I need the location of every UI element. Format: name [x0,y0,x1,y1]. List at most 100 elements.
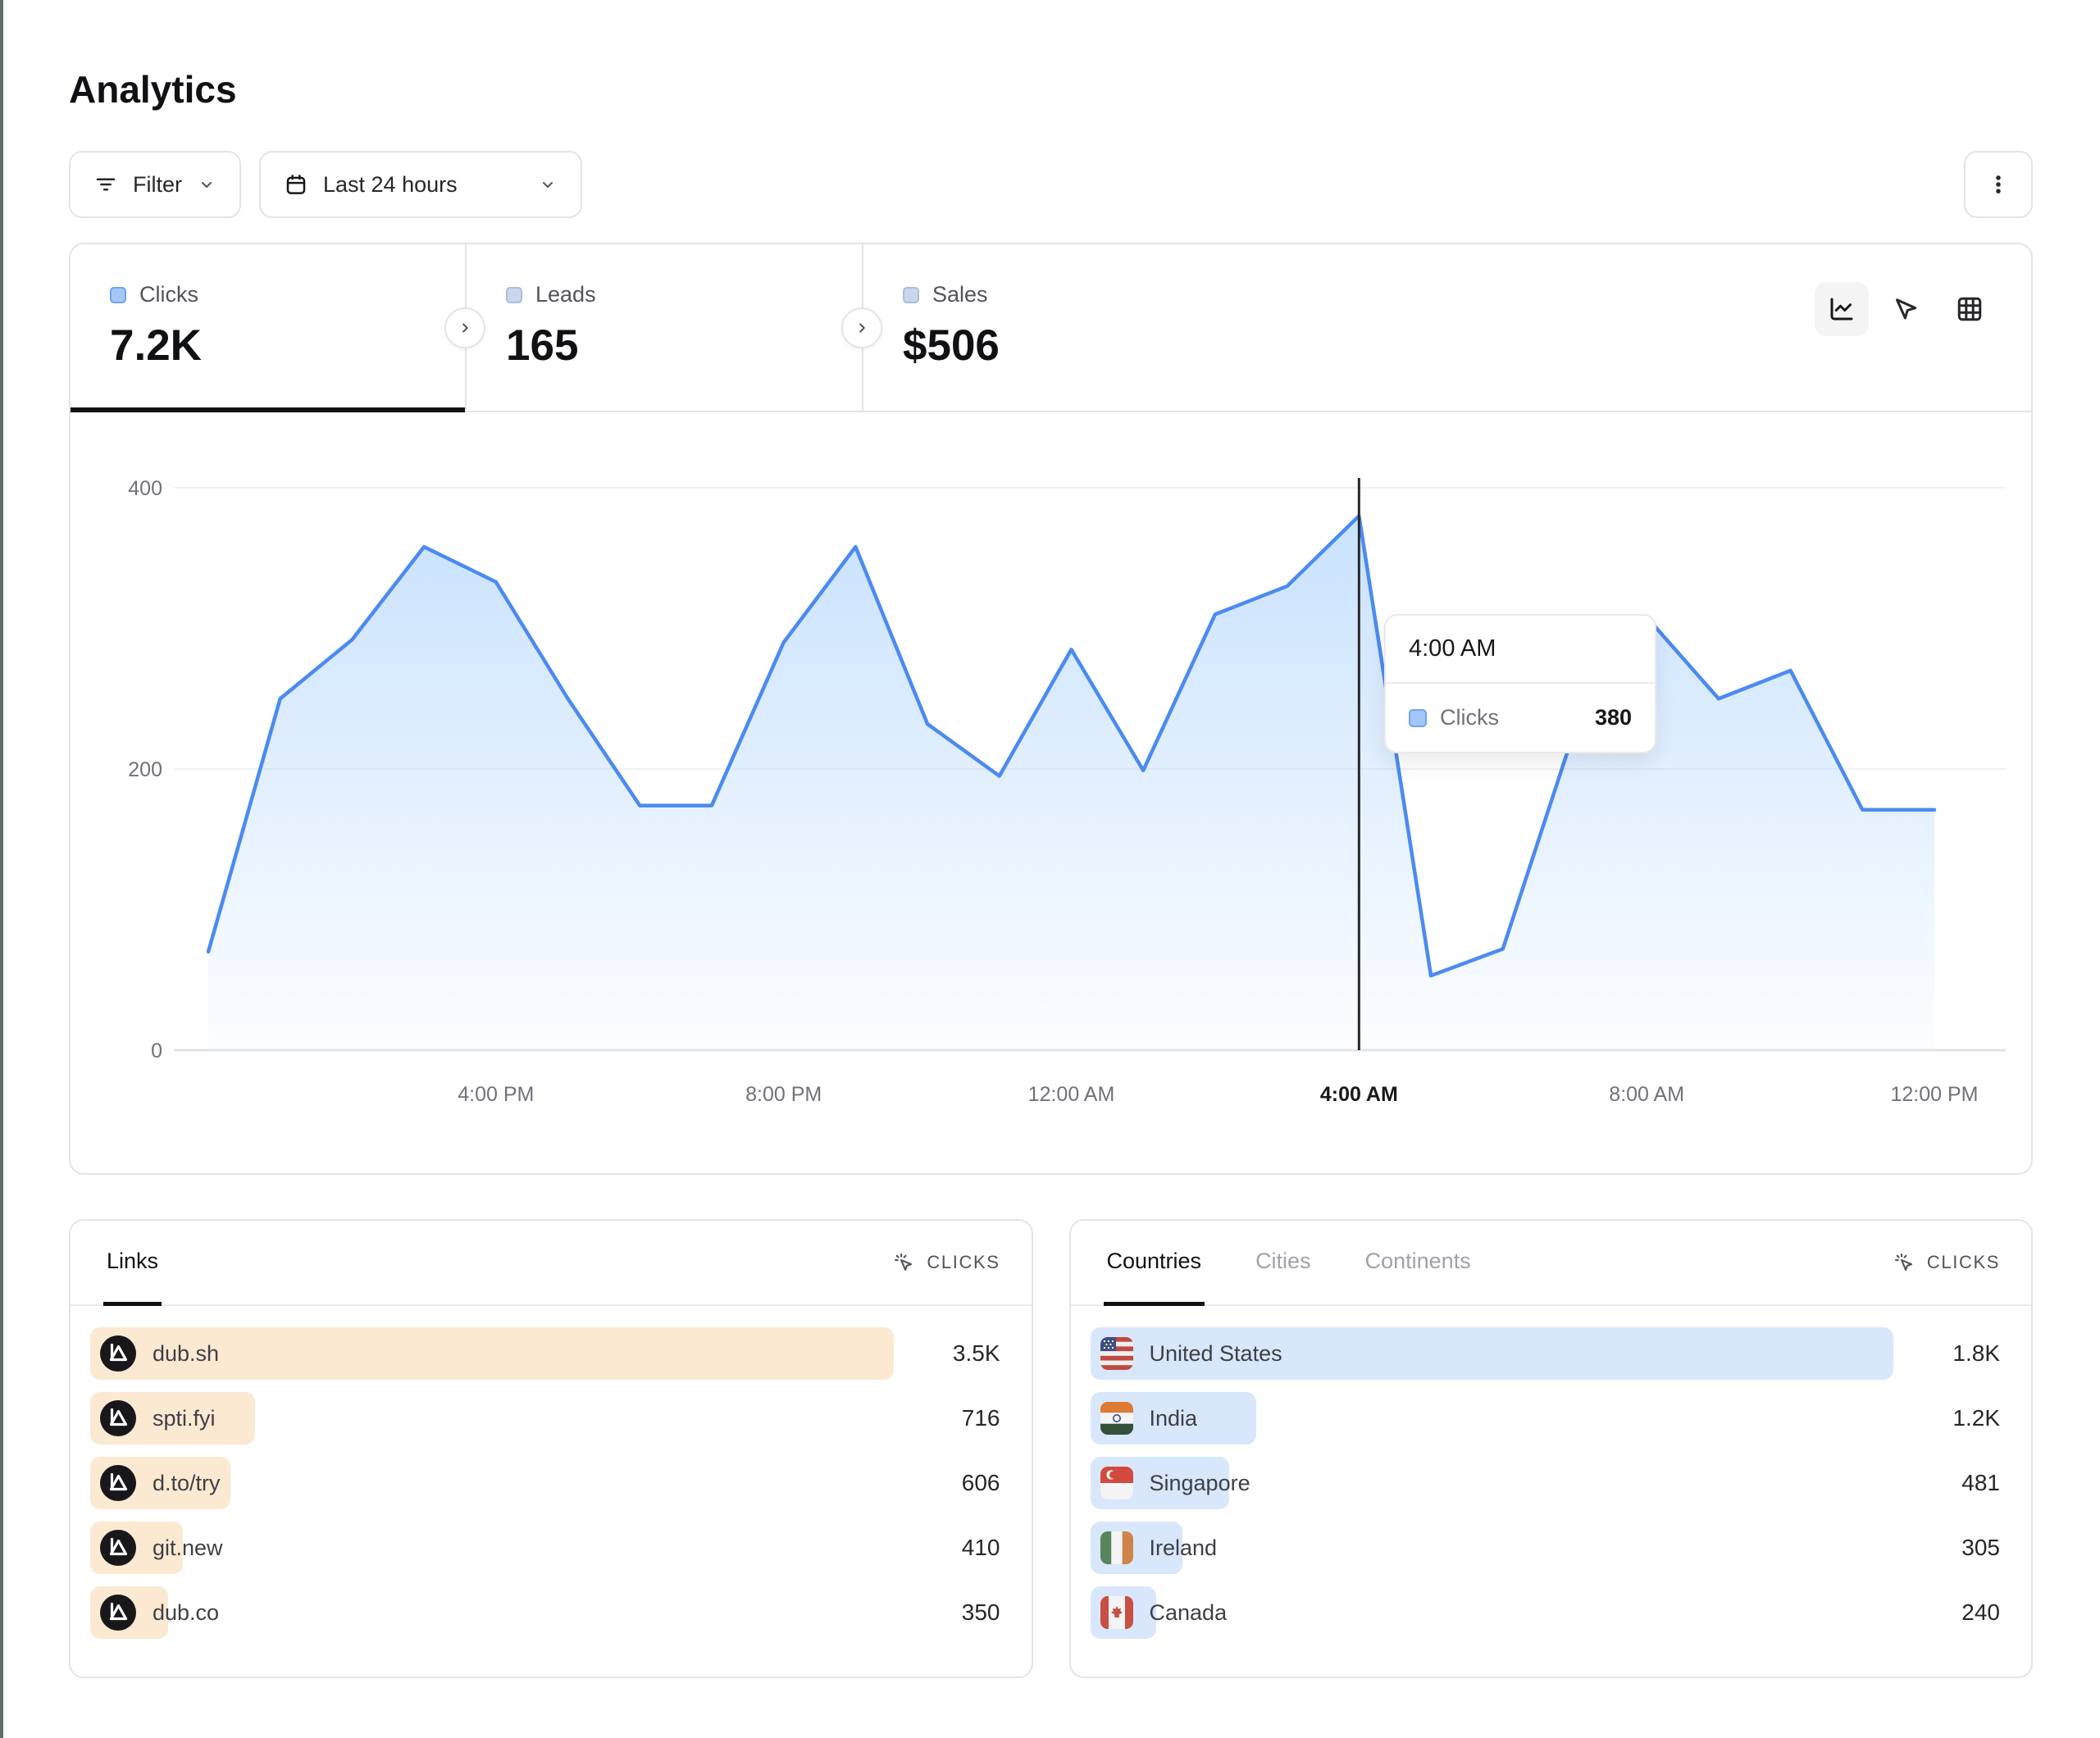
row-value: 481 [1961,1470,2000,1495]
bar-track: Singapore [1090,1457,1894,1509]
geo-metric-label: CLICKS [1926,1252,2000,1272]
filter-button[interactable]: Filter [69,151,241,218]
chart-view-toggle [1815,282,1997,336]
analytics-page: Analytics Filter Last 24 hours [69,0,2033,1678]
tab-leads[interactable]: Leads 165 [465,244,862,411]
toolbar: Filter Last 24 hours [69,151,2033,218]
window-edge [0,0,3,1738]
link-row[interactable]: dub.co 350 [90,1586,1000,1639]
tab-links[interactable]: Links [103,1221,162,1306]
clicks-chart[interactable]: 0 200 400 4:00 PM 8:00 PM 12:00 AM 4:00 AM 8:00… [71,412,2031,1172]
row-content: spti.fyi [90,1392,894,1445]
row-value: 716 [961,1405,1000,1431]
row-content: United States [1091,1327,1894,1380]
next-metric-button[interactable] [444,307,485,348]
x-axis-label: 12:00 PM [1890,1083,1978,1106]
x-axis-label: 4:00 AM [1320,1083,1398,1106]
bar-track: Ireland [1090,1522,1894,1574]
value-bar [1090,1327,1893,1380]
table-view-button[interactable] [1943,282,1997,336]
leads-legend-swatch-icon [506,286,522,303]
links-metric-header[interactable]: CLICKS [892,1221,1000,1304]
clicks-legend-swatch-icon [110,286,126,303]
dub-logo-icon [100,1465,136,1501]
link-row[interactable]: git.new 410 [90,1522,1000,1574]
links-metric-label: CLICKS [927,1252,1000,1272]
tab-cities[interactable]: Cities [1255,1249,1311,1273]
tab-continents[interactable]: Continents [1364,1249,1471,1273]
tab-sales[interactable]: Sales $506 [862,244,2031,411]
country-row[interactable]: India 1.2K [1090,1392,2000,1445]
geo-metric-header[interactable]: CLICKS [1893,1221,2000,1304]
clicks-legend-swatch-icon [1409,708,1427,727]
chevron-down-icon [538,175,558,194]
row-label: spti.fyi [153,1405,216,1431]
geo-panel: Countries Cities Continents CLICKS Unite… [1068,1219,2033,1678]
tooltip-time: 4:00 AM [1386,616,1655,684]
sales-value: $506 [903,321,1000,370]
tooltip-value: 380 [1594,705,1632,730]
row-label: Ireland [1149,1535,1218,1560]
chart-tooltip: 4:00 AM Clicks 380 [1384,614,1656,753]
sales-legend-swatch-icon [903,286,919,303]
clicks-tab-label: Clicks [139,282,198,307]
bar-track: dub.sh [90,1327,894,1380]
calendar-icon [284,172,308,197]
row-content: Singapore [1091,1457,1894,1509]
tab-countries[interactable]: Countries [1103,1221,1205,1306]
country-row[interactable]: United States 1.8K [1090,1327,2000,1380]
value-bar [90,1327,894,1380]
clicks-value: 7.2K [110,321,202,370]
bar-track: d.to/try [90,1457,894,1509]
leads-tab-label: Leads [535,282,596,307]
row-content: d.to/try [90,1457,894,1509]
dub-logo-icon [100,1335,136,1372]
ca-flag-icon [1100,1596,1133,1629]
link-row[interactable]: d.to/try 606 [90,1457,1000,1509]
row-content: Canada [1091,1586,1894,1639]
row-label: India [1149,1405,1198,1431]
cursor-icon [1891,294,1920,324]
row-label: Canada [1149,1599,1228,1625]
bar-track: spti.fyi [90,1392,894,1445]
country-row[interactable]: Ireland 305 [1090,1522,2000,1574]
kebab-menu-icon [1986,172,2011,197]
in-flag-icon [1100,1402,1133,1435]
y-axis-label: 0 [151,1040,162,1062]
next-metric-button[interactable] [841,307,882,348]
leads-value: 165 [506,321,579,370]
sales-tab-label: Sales [932,282,988,307]
y-axis-label: 200 [128,758,162,781]
chevron-down-icon [197,175,216,194]
link-row[interactable]: spti.fyi 716 [90,1392,1000,1445]
x-axis-label: 8:00 PM [745,1083,822,1106]
link-row[interactable]: dub.sh 3.5K [90,1327,1000,1380]
row-label: d.to/try [153,1470,221,1495]
links-panel: Links CLICKS dub.sh 3.5K spti.fyi 716 d.to/t… [69,1219,1033,1678]
analytics-card: Clicks 7.2K Leads 165 Sales $506 [69,243,2033,1175]
row-label: dub.co [153,1599,220,1625]
line-chart-view-button[interactable] [1815,282,1869,336]
country-row[interactable]: Canada 240 [1090,1586,2000,1639]
x-axis-label: 4:00 PM [458,1083,534,1106]
row-label: United States [1149,1340,1282,1366]
bar-track: dub.co [90,1586,894,1639]
row-content: git.new [90,1522,894,1574]
more-options-button[interactable] [1964,151,2033,218]
row-content: dub.sh [90,1327,894,1380]
row-value: 1.8K [1952,1340,2000,1366]
ie-flag-icon [1100,1531,1133,1564]
chevron-right-icon [853,319,871,337]
grid-icon [1955,294,1984,324]
funnel-view-button[interactable] [1879,282,1933,336]
dub-logo-icon [100,1530,136,1566]
breakdown-panels: Links CLICKS dub.sh 3.5K spti.fyi 716 d.to/t… [69,1219,2033,1678]
date-range-button[interactable]: Last 24 hours [259,151,582,218]
row-content: dub.co [90,1586,894,1639]
row-value: 606 [961,1470,1000,1495]
chevron-right-icon [456,319,474,337]
row-label: git.new [153,1535,223,1560]
bar-track: India [1090,1392,1894,1445]
country-row[interactable]: Singapore 481 [1090,1457,2000,1509]
tab-clicks[interactable]: Clicks 7.2K [71,244,465,412]
